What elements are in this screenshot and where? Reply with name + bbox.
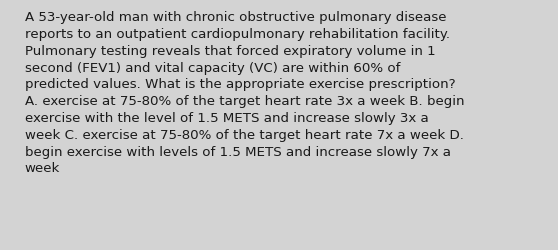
Text: A 53-year-old man with chronic obstructive pulmonary disease
reports to an outpa: A 53-year-old man with chronic obstructi… bbox=[25, 11, 464, 174]
